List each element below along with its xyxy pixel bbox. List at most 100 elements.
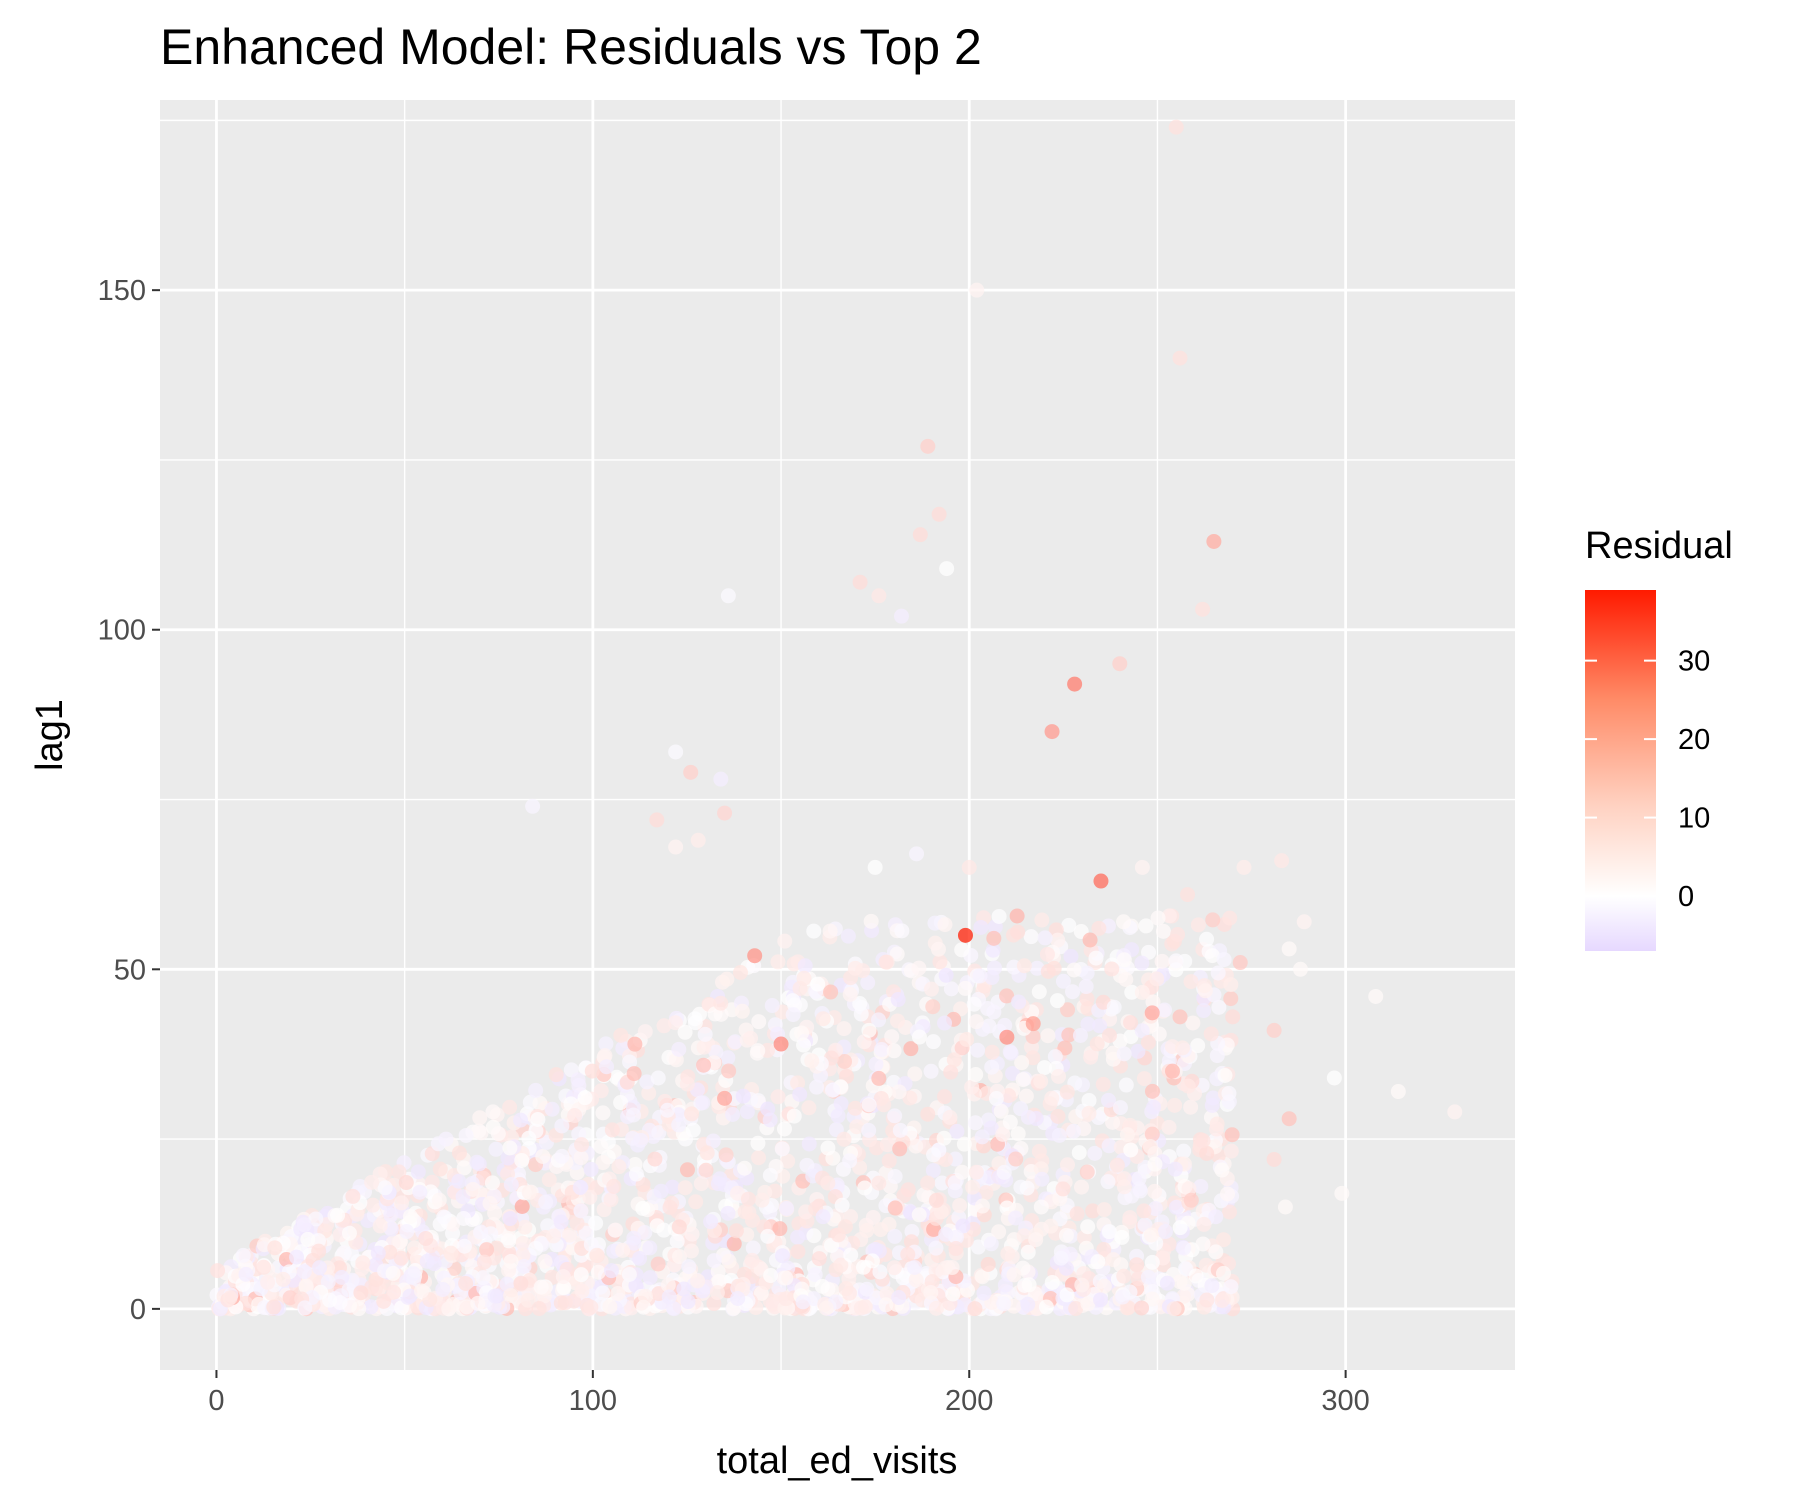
scatter-point (1122, 1210, 1138, 1226)
scatter-point (1101, 1027, 1117, 1043)
scatter-point (671, 1041, 687, 1057)
legend-tick-label: 10 (1678, 803, 1710, 835)
scatter-point (621, 1266, 637, 1282)
scatter-point (945, 1286, 961, 1302)
scatter-point (588, 1215, 604, 1231)
scatter-point (513, 1275, 529, 1291)
scatter-point (932, 954, 948, 970)
scatter-point (873, 1222, 889, 1238)
scatter-point (595, 1105, 611, 1121)
scatter-point (1081, 1105, 1097, 1121)
scatter-point (891, 1084, 907, 1100)
scatter-point (1188, 1268, 1204, 1284)
scatter-point (1145, 994, 1161, 1010)
scatter-point (665, 1179, 681, 1195)
scatter-point (1071, 1145, 1087, 1161)
scatter-point (443, 1245, 459, 1261)
scatter-point (535, 1148, 551, 1164)
scatter-point (861, 1122, 877, 1138)
scatter-point (968, 1014, 984, 1030)
scatter-point (677, 1180, 693, 1196)
scatter-point (750, 1135, 766, 1151)
scatter-point (972, 968, 988, 984)
scatter-point (345, 1188, 361, 1204)
scatter-point (996, 1164, 1012, 1180)
scatter-point (1181, 1181, 1197, 1197)
scatter-point (727, 1034, 743, 1050)
scatter-point (695, 1095, 711, 1111)
scatter-point (717, 1090, 733, 1106)
scatter-point (770, 954, 786, 970)
scatter-point (970, 1042, 986, 1058)
scatter-point (796, 970, 812, 986)
scatter-point (1196, 1216, 1212, 1232)
scatter-point (770, 1089, 786, 1105)
scatter-point (878, 954, 894, 970)
scatter-point (405, 1266, 421, 1282)
scatter-point (1116, 952, 1132, 968)
scatter-point (900, 1246, 916, 1262)
scatter-point (608, 1222, 624, 1238)
x-tick-label: 100 (569, 1385, 617, 1417)
scatter-point (410, 1164, 426, 1180)
scatter-point (959, 1031, 975, 1047)
scatter-point (1010, 924, 1026, 940)
scatter-point (737, 1160, 753, 1176)
scatter-point (469, 1154, 485, 1170)
scatter-point (1033, 1199, 1049, 1215)
scatter-point (393, 1250, 409, 1266)
scatter-point (479, 1242, 495, 1258)
scatter-point (531, 1301, 547, 1317)
scatter-point (908, 1138, 924, 1154)
scatter-point (806, 923, 822, 939)
scatter-point (1208, 1209, 1224, 1225)
scatter-point (679, 1162, 695, 1178)
scatter-point (836, 1021, 852, 1037)
scatter-point (451, 1145, 467, 1161)
scatter-point (606, 1178, 622, 1194)
scatter-point (502, 1211, 518, 1227)
scatter-point (520, 1292, 536, 1308)
scatter-point (470, 1295, 486, 1311)
scatter-point (1166, 1301, 1182, 1317)
scatter-point (456, 1238, 472, 1254)
scatter-point (502, 1140, 518, 1156)
scatter-point (382, 1244, 398, 1260)
y-tick-label: 100 (98, 615, 146, 647)
scatter-point (1140, 1034, 1156, 1050)
scatter-point (1009, 908, 1025, 924)
scatter-point (1161, 1119, 1177, 1135)
scatter-point (370, 1245, 386, 1261)
scatter-point (985, 942, 1001, 958)
scatter-point (1136, 1071, 1152, 1087)
scatter-point (961, 859, 977, 875)
scatter-point (747, 948, 763, 964)
scatter-point (521, 1130, 537, 1146)
scatter-point (713, 771, 729, 787)
scatter-point (833, 1257, 849, 1273)
scatter-point (680, 1294, 696, 1310)
scatter-point (566, 1293, 582, 1309)
scatter-point (473, 1224, 489, 1240)
scatter-point (458, 1275, 474, 1291)
scatter-point (1105, 1045, 1121, 1061)
scatter-point (1296, 914, 1312, 930)
scatter-point (871, 1012, 887, 1028)
scatter-point (1180, 1078, 1196, 1094)
scatter-point (778, 1270, 794, 1286)
scatter-point (311, 1243, 327, 1259)
scatter-point (414, 1283, 430, 1299)
scatter-point (903, 1041, 919, 1057)
scatter-point (1168, 1199, 1184, 1215)
scatter-point (572, 1180, 588, 1196)
scatter-point (472, 1110, 488, 1126)
scatter-point (1113, 1257, 1129, 1273)
scatter-point (871, 1070, 887, 1086)
scatter-point (320, 1274, 336, 1290)
scatter-point (1008, 1210, 1024, 1226)
scatter-point (1106, 999, 1122, 1015)
scatter-point (541, 1172, 557, 1188)
scatter-point (365, 1197, 381, 1213)
scatter-point (894, 923, 910, 939)
scatter-point (610, 1286, 626, 1302)
